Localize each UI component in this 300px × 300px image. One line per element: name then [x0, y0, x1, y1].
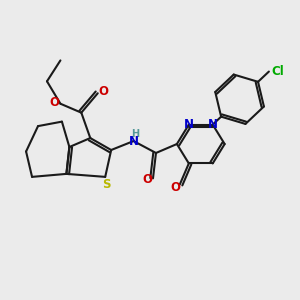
Text: S: S	[103, 178, 111, 191]
Text: Cl: Cl	[271, 65, 284, 78]
Text: N: N	[129, 134, 139, 148]
Text: H: H	[131, 130, 139, 140]
Text: O: O	[99, 85, 109, 98]
Text: O: O	[142, 173, 152, 186]
Text: N: N	[208, 118, 218, 130]
Text: O: O	[170, 182, 180, 194]
Text: N: N	[184, 118, 194, 130]
Text: O: O	[50, 96, 59, 109]
